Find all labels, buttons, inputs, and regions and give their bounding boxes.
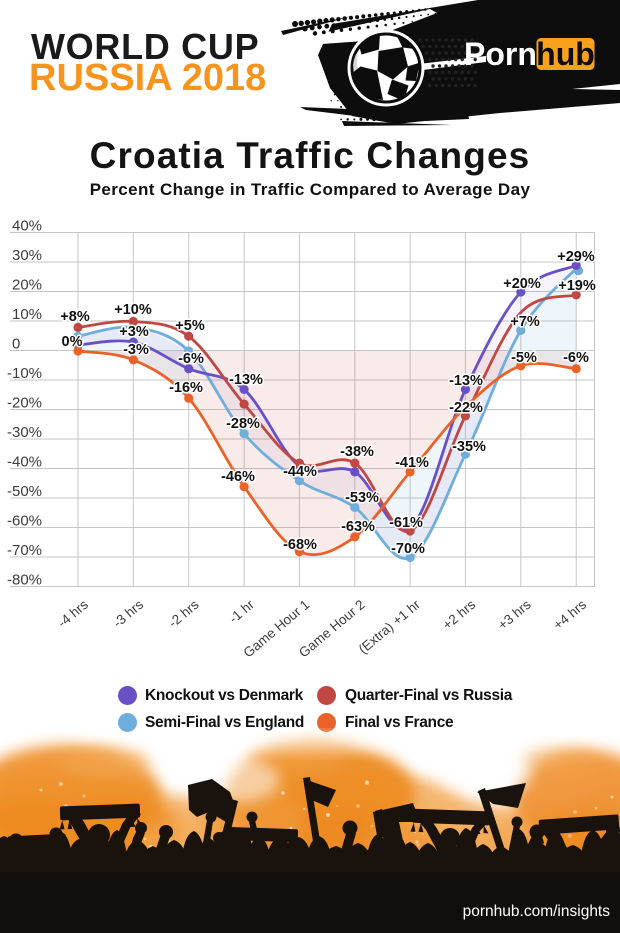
svg-text:-3 hrs: -3 hrs: [110, 597, 146, 631]
svg-text:-41%: -41%: [395, 455, 429, 471]
svg-text:-5%: -5%: [511, 350, 537, 366]
svg-text:-35%: -35%: [452, 439, 486, 455]
svg-text:+10%: +10%: [114, 302, 152, 318]
svg-text:-2 hrs: -2 hrs: [166, 597, 202, 631]
svg-text:-16%: -16%: [169, 380, 203, 396]
svg-text:10%: 10%: [12, 306, 42, 323]
svg-text:+4 hrs: +4 hrs: [550, 597, 589, 633]
svg-text:-70%: -70%: [391, 541, 425, 557]
svg-text:+2 hrs: +2 hrs: [440, 597, 479, 633]
svg-text:hub: hub: [536, 36, 595, 72]
svg-text:40%: 40%: [12, 218, 42, 235]
svg-text:0: 0: [12, 336, 20, 353]
svg-text:-63%: -63%: [341, 519, 375, 535]
svg-text:-1 hr: -1 hr: [226, 596, 257, 626]
svg-text:-60%: -60%: [7, 513, 42, 530]
svg-text:+7%: +7%: [510, 314, 540, 330]
svg-text:-80%: -80%: [7, 572, 42, 589]
svg-text:-44%: -44%: [283, 464, 317, 480]
svg-text:+3 hrs: +3 hrs: [495, 597, 534, 633]
svg-text:-68%: -68%: [283, 537, 317, 553]
svg-text:+20%: +20%: [503, 276, 541, 292]
svg-text:0%: 0%: [62, 334, 83, 350]
svg-text:-4 hrs: -4 hrs: [55, 597, 91, 631]
svg-text:+19%: +19%: [558, 278, 596, 294]
svg-text:-22%: -22%: [449, 400, 483, 416]
svg-text:-38%: -38%: [340, 444, 374, 460]
svg-text:-20%: -20%: [7, 395, 42, 412]
svg-text:+3%: +3%: [119, 324, 149, 340]
svg-text:-70%: -70%: [7, 542, 42, 559]
svg-text:-13%: -13%: [449, 373, 483, 389]
svg-text:+5%: +5%: [175, 318, 205, 334]
svg-text:-10%: -10%: [7, 365, 42, 382]
svg-text:+8%: +8%: [60, 309, 90, 325]
svg-text:-30%: -30%: [7, 424, 42, 441]
svg-text:-6%: -6%: [563, 350, 589, 366]
svg-text:-6%: -6%: [178, 351, 204, 367]
svg-text:-13%: -13%: [229, 372, 263, 388]
svg-text:pornhub.com/insights: pornhub.com/insights: [463, 903, 611, 920]
svg-text:(Extra) +1 hr: (Extra) +1 hr: [356, 596, 424, 656]
svg-text:-53%: -53%: [345, 490, 379, 506]
svg-text:-3%: -3%: [123, 342, 149, 358]
svg-text:20%: 20%: [12, 277, 42, 294]
svg-text:-61%: -61%: [389, 515, 423, 531]
svg-text:-50%: -50%: [7, 483, 42, 500]
svg-text:-40%: -40%: [7, 454, 42, 471]
svg-text:+29%: +29%: [557, 249, 595, 265]
svg-text:-28%: -28%: [226, 416, 260, 432]
svg-text:Porn: Porn: [464, 36, 537, 72]
svg-text:-46%: -46%: [221, 469, 255, 485]
svg-text:30%: 30%: [12, 247, 42, 264]
